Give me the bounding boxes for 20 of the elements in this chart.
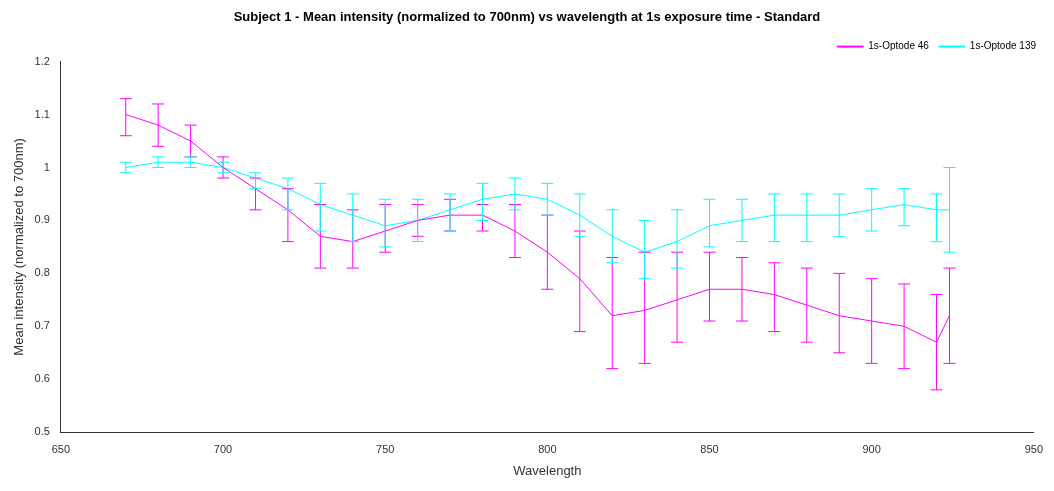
- x-tick-label: 900: [862, 442, 881, 455]
- chart-title: Subject 1 - Mean intensity (normalized to 700nm) vs wavelength at 1s exposure time - Standard: [233, 9, 821, 25]
- y-tick-label: 0.9: [34, 213, 50, 226]
- x-tick-label: 950: [1024, 442, 1043, 455]
- x-tick-label: 750: [376, 442, 395, 455]
- y-tick-label: 0.7: [34, 319, 50, 332]
- y-axis-title: Mean intensity (normalized to 700nm): [11, 138, 27, 356]
- y-tick-label: 1: [43, 160, 50, 173]
- x-tick-label: 650: [51, 442, 71, 455]
- x-tick-label: 800: [538, 442, 557, 455]
- y-tick-label: 1.1: [34, 107, 50, 120]
- x-axis-title: Wavelength: [513, 462, 582, 478]
- y-tick-label: 0.6: [34, 372, 50, 385]
- x-tick-label: 850: [700, 442, 719, 455]
- legend-label: 1s-Optode 46: [868, 40, 930, 52]
- y-tick-label: 0.5: [34, 425, 50, 438]
- legend-label: 1s-Optode 139: [969, 40, 1037, 52]
- x-tick-label: 700: [213, 442, 233, 455]
- y-tick-label: 1.2: [34, 54, 50, 67]
- y-tick-label: 0.8: [34, 266, 50, 279]
